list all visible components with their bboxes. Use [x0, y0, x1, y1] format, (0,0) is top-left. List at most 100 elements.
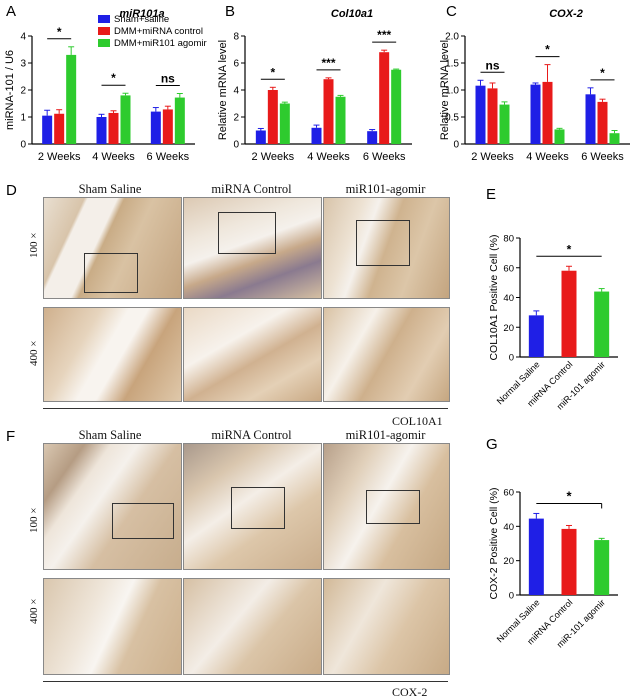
panel-letter-d: D [6, 182, 17, 199]
chart-a-sig-label: * [57, 25, 62, 39]
chart-g-ytick-label: 40 [503, 522, 514, 533]
chart-b-ytick-label: 2 [233, 113, 239, 124]
chart-c-ytick-label: 1.5 [445, 59, 459, 70]
d-control-100x-image [183, 197, 322, 299]
chart-a-bar [150, 111, 161, 144]
d-column-agomir: miR101-agomir [345, 182, 426, 196]
chart-e-ytick-label: 20 [503, 323, 514, 334]
chart-b-bar [379, 52, 390, 145]
chart-b-xtick-label: 6 Weeks [363, 151, 406, 163]
d-agomir-100x-image [323, 197, 450, 299]
chart-a-xtick-label: 4 Weeks [92, 151, 135, 163]
f-agomir-zoom-box [366, 490, 420, 524]
chart-c-sig-label: * [600, 66, 605, 80]
chart-g-ylabel: COX-2 Positive Cell (%) [488, 487, 500, 599]
chart-a-bar [96, 117, 107, 144]
chart-a-legend-swatch [98, 39, 110, 47]
chart-c-sig-label: * [545, 43, 550, 57]
chart-c-panel-letter: C [446, 3, 457, 20]
chart-e-ytick-label: 80 [503, 234, 514, 245]
d-stain-label: COL10A1 [392, 414, 443, 428]
f-control-zoom-box [231, 487, 285, 529]
chart-a-ytick-label: 4 [20, 32, 26, 43]
d-sham-400x-image [43, 307, 182, 402]
d-sham-100x-image [43, 197, 182, 299]
chart-a-xtick-label: 6 Weeks [147, 151, 190, 163]
chart-b-xtick-label: 4 Weeks [307, 151, 350, 163]
chart-b-bar [279, 103, 290, 144]
chart-e-bar [528, 315, 544, 357]
chart-e-bar [594, 291, 610, 357]
chart-c-ytick-label: 2.0 [445, 32, 459, 43]
chart-a-legend-label: DMM+miR101 agomir [114, 38, 207, 49]
chart-e-ytick-label: 0 [509, 353, 514, 364]
chart-a-panel-letter: A [6, 3, 16, 20]
d-agomir-zoom-box [356, 220, 410, 266]
chart-c-bar [530, 84, 541, 144]
chart-c-bar [475, 85, 486, 144]
chart-e-sig-label: * [567, 242, 572, 256]
chart-a-ytick-label: 2 [20, 86, 26, 97]
chart-g-ytick-label: 60 [503, 488, 514, 499]
chart-b-bar [335, 96, 346, 144]
chart-a-sig-label: * [111, 71, 116, 85]
f-row-400x: 400 × [28, 598, 40, 624]
chart-a-ylabel: miRNA-101 / U6 [4, 50, 16, 130]
chart-b-bar [391, 69, 402, 144]
f-row-100x: 100 × [28, 507, 40, 533]
chart-c-xtick-label: 6 Weeks [581, 151, 624, 163]
chart-b-sig-label: * [270, 65, 275, 79]
chart-a-bar [66, 54, 77, 144]
f-control-100x-image [183, 443, 322, 570]
chart-a-title: miR101a [119, 8, 164, 20]
chart-c-ytick-label: 1.0 [445, 86, 459, 97]
f-stain-label: COX-2 [392, 685, 428, 699]
f-sham-400x-image [43, 578, 182, 675]
chart-e-ytick-label: 60 [503, 263, 514, 274]
f-agomir-100x-image [323, 443, 450, 570]
chart-g-sig-label: * [566, 488, 572, 503]
d-row-100x: 100 × [28, 232, 40, 258]
chart-b-bar [267, 90, 278, 144]
chart-c-bar [499, 104, 510, 144]
chart-b-title: Col10a1 [331, 8, 373, 20]
panel-letter-f: F [6, 428, 16, 445]
chart-b-bar [323, 79, 334, 144]
chart-g-bar [561, 528, 577, 595]
chart-b-bar [311, 127, 322, 144]
chart-a-sig-label: ns [161, 72, 175, 86]
f-agomir-400x-image [323, 578, 450, 675]
f-rule [43, 681, 448, 682]
chart-a-legend-label: DMM+miRNA control [114, 26, 203, 37]
chart-a-xtick-label: 2 Weeks [38, 151, 81, 163]
chart-a-bar [54, 113, 65, 144]
chart-c-xtick-label: 4 Weeks [526, 151, 569, 163]
f-column-agomir: miR101-agomir [345, 428, 426, 442]
chart-c-bar [542, 81, 553, 144]
chart-g-ytick-label: 20 [503, 556, 514, 567]
d-agomir-400x-image [323, 307, 450, 402]
f-sham-zoom-box [112, 503, 174, 539]
chart-c-ytick-label: 0 [453, 140, 459, 151]
chart-b-panel-letter: B [225, 3, 235, 20]
chart-c-bar [554, 129, 565, 144]
chart-b-ytick-label: 0 [233, 140, 239, 151]
chart-e-bar [561, 270, 577, 357]
f-column-control: miRNA Control [211, 428, 292, 442]
chart-c-sig-label: ns [485, 58, 499, 72]
chart-a-legend-swatch [98, 15, 110, 23]
f-control-400x-image [183, 578, 322, 675]
chart-b-sig-label: *** [321, 56, 335, 70]
chart-b-ytick-label: 4 [233, 86, 239, 97]
d-control-400x-image [183, 307, 322, 402]
chart-b-xtick-label: 2 Weeks [252, 151, 295, 163]
chart-b-sig-label: *** [377, 28, 391, 42]
chart-g-bar [594, 540, 610, 595]
chart-a-ytick-label: 0 [20, 140, 26, 151]
d-sham-zoom-box [84, 253, 138, 293]
chart-e-ylabel: COL10A1 Positive Cell (%) [488, 234, 500, 360]
f-column-sham: Sham Saline [78, 428, 142, 442]
chart-a-ytick-label: 3 [20, 59, 26, 70]
chart-c-bar [487, 88, 498, 144]
chart-b-ytick-label: 6 [233, 59, 239, 70]
